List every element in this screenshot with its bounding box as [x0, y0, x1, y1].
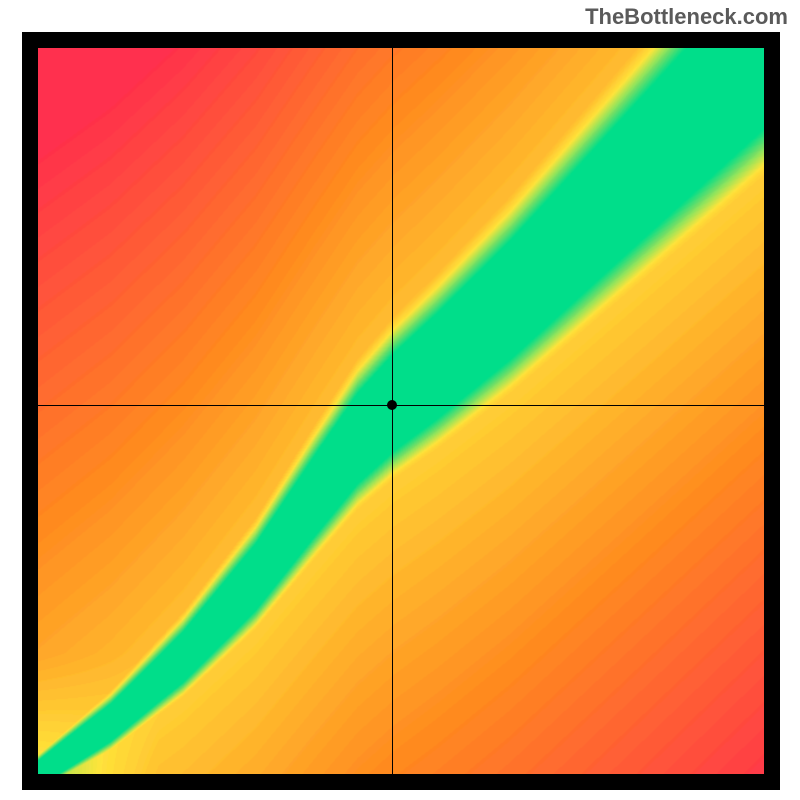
- watermark-text: TheBottleneck.com: [585, 4, 788, 30]
- crosshair-marker-point: [387, 400, 397, 410]
- heatmap-plot-area: [38, 48, 764, 774]
- bottleneck-heatmap-canvas: [38, 48, 764, 774]
- crosshair-vertical-line: [392, 48, 393, 774]
- page-container: TheBottleneck.com: [0, 0, 800, 800]
- crosshair-horizontal-line: [38, 405, 764, 406]
